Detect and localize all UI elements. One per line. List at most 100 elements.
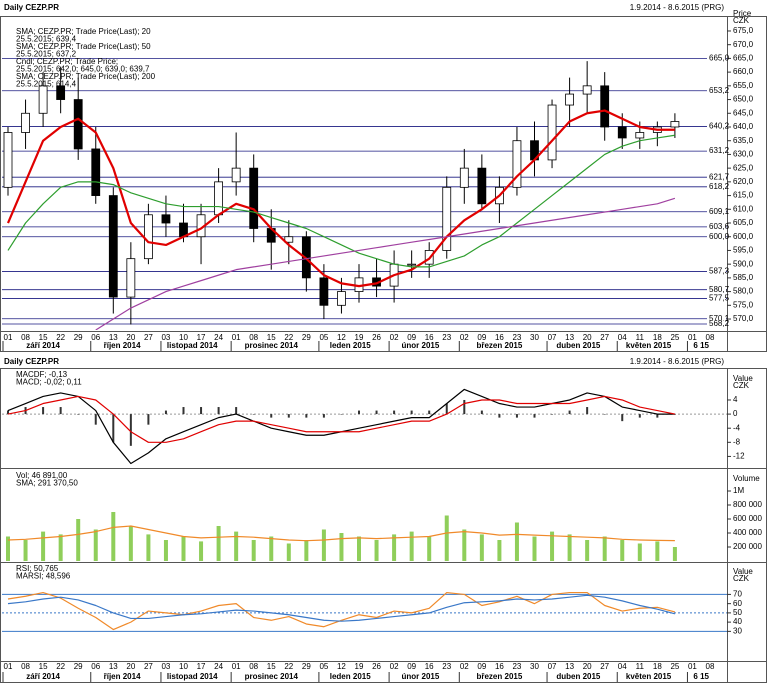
series-line [7,591,676,631]
y-tick-label: 580,0 [733,287,754,296]
series-line [7,395,676,443]
level-label-bg [707,147,726,155]
x-tick-label: 03 [161,662,170,671]
y-tick-label: 615,0 [733,191,754,200]
x-tick-label: 01 [688,662,697,671]
x-tick-label: 27 [144,662,153,671]
x-tick-label: 02 [390,662,399,671]
month-label: prosinec 2014 [245,341,299,350]
x-tick-label: 23 [512,333,521,342]
month-label: listopad 2014 [167,672,218,681]
x-tick-label: 12 [337,333,346,342]
level-label: 570,1 [709,314,730,323]
x-tick-label: 26 [372,333,381,342]
month-label: únor 2015 [402,672,440,681]
volume-bar [304,540,309,561]
volume-bar [357,536,361,561]
legend-entry: MARSI; 48,596 [16,572,71,581]
x-tick-label: 17 [197,333,206,342]
month-label: duben 2015 [556,341,601,350]
volume-bar [199,541,204,561]
x-tick-label: 01 [4,333,13,342]
histogram-bar [77,414,80,415]
volume-bar [462,529,467,561]
level-label-bg [707,54,726,62]
x-tick-label: 30 [530,333,539,342]
level-label-bg [707,294,726,302]
x-tick-label: 22 [56,333,65,342]
y-tick-label: 640,0 [733,122,754,131]
level-label: 621,7 [709,172,730,181]
candle-body [459,167,469,188]
x-tick-label: 13 [565,333,574,342]
x-tick-label: 01 [4,662,13,671]
level-label-bg [707,223,726,231]
candle-body [582,85,592,95]
histogram-bar [393,410,396,415]
histogram-bar [235,407,238,415]
x-tick-label: 24 [214,333,223,342]
candle-body [547,104,557,161]
legend-entry: MACDF; -0,13 [16,370,68,379]
month-label: říjen 2014 [104,341,141,350]
panel-subtitle: 1.9.2014 - 8.6.2015 (PRG) [630,3,725,12]
x-tick-label: 30 [530,662,539,671]
x-tick-label: 03 [161,333,170,342]
x-tick-label: 29 [302,662,311,671]
level-label: 568,2 [709,319,730,328]
volume-bar [111,512,116,561]
x-tick-label: 27 [600,333,609,342]
histogram-bar [603,414,606,415]
y-tick-label: -8 [733,437,741,446]
axis-unit: CZK [733,381,750,390]
candle-body [249,167,259,229]
histogram-bar [410,410,413,415]
x-tick-label: 10 [179,333,188,342]
level-label-bg [707,320,726,328]
x-tick-label: 22 [56,662,65,671]
candle-body [635,132,645,139]
candle-body [670,121,680,128]
histogram-bar [498,414,501,418]
x-tick-label: 08 [21,662,30,671]
histogram-bar [375,410,378,415]
y-tick-label: 605,0 [733,218,754,227]
y-tick-label: 630,0 [733,150,754,159]
month-label: září 2014 [26,341,60,350]
x-tick-label: 25 [670,662,679,671]
x-tick-label: 23 [512,662,521,671]
legend-entry: SMA; 291 370,50 [16,479,78,488]
axis-label: Value [733,567,753,576]
histogram-bar [445,403,448,415]
volume-bar [532,536,537,561]
volume-bar [41,531,46,561]
y-tick-label: 0 [733,409,738,418]
x-tick-label: 16 [495,333,504,342]
x-tick-label: 08 [21,333,30,342]
histogram-bar [322,414,325,418]
y-tick-label: 665,0 [733,54,754,63]
month-label: leden 2015 [330,672,371,681]
x-tick-label: 20 [126,333,135,342]
histogram-bar [59,407,62,415]
month-label: 6 15 [693,672,709,681]
legend-entry: SMA; CEZP.PR; Trade Price(Last); 50 [16,42,151,51]
histogram-bar [358,410,360,415]
axis-label: Price [733,9,752,18]
series-line [6,109,675,288]
panel-title: Daily CEZP.PR [4,3,59,12]
histogram-bar [182,407,185,415]
histogram-bar [94,414,97,425]
histogram-bar [252,414,255,415]
x-tick-label: 09 [477,333,486,342]
candle-body [38,85,48,114]
volume-bar [58,534,63,561]
x-tick-label: 13 [109,662,118,671]
histogram-bar [480,410,483,415]
series-line [7,525,675,542]
legend-value: 25.5.2015; 642,0; 645,0; 639,0; 639,7 [16,65,150,74]
series-line [95,197,676,330]
x-tick-label: 01 [688,333,697,342]
